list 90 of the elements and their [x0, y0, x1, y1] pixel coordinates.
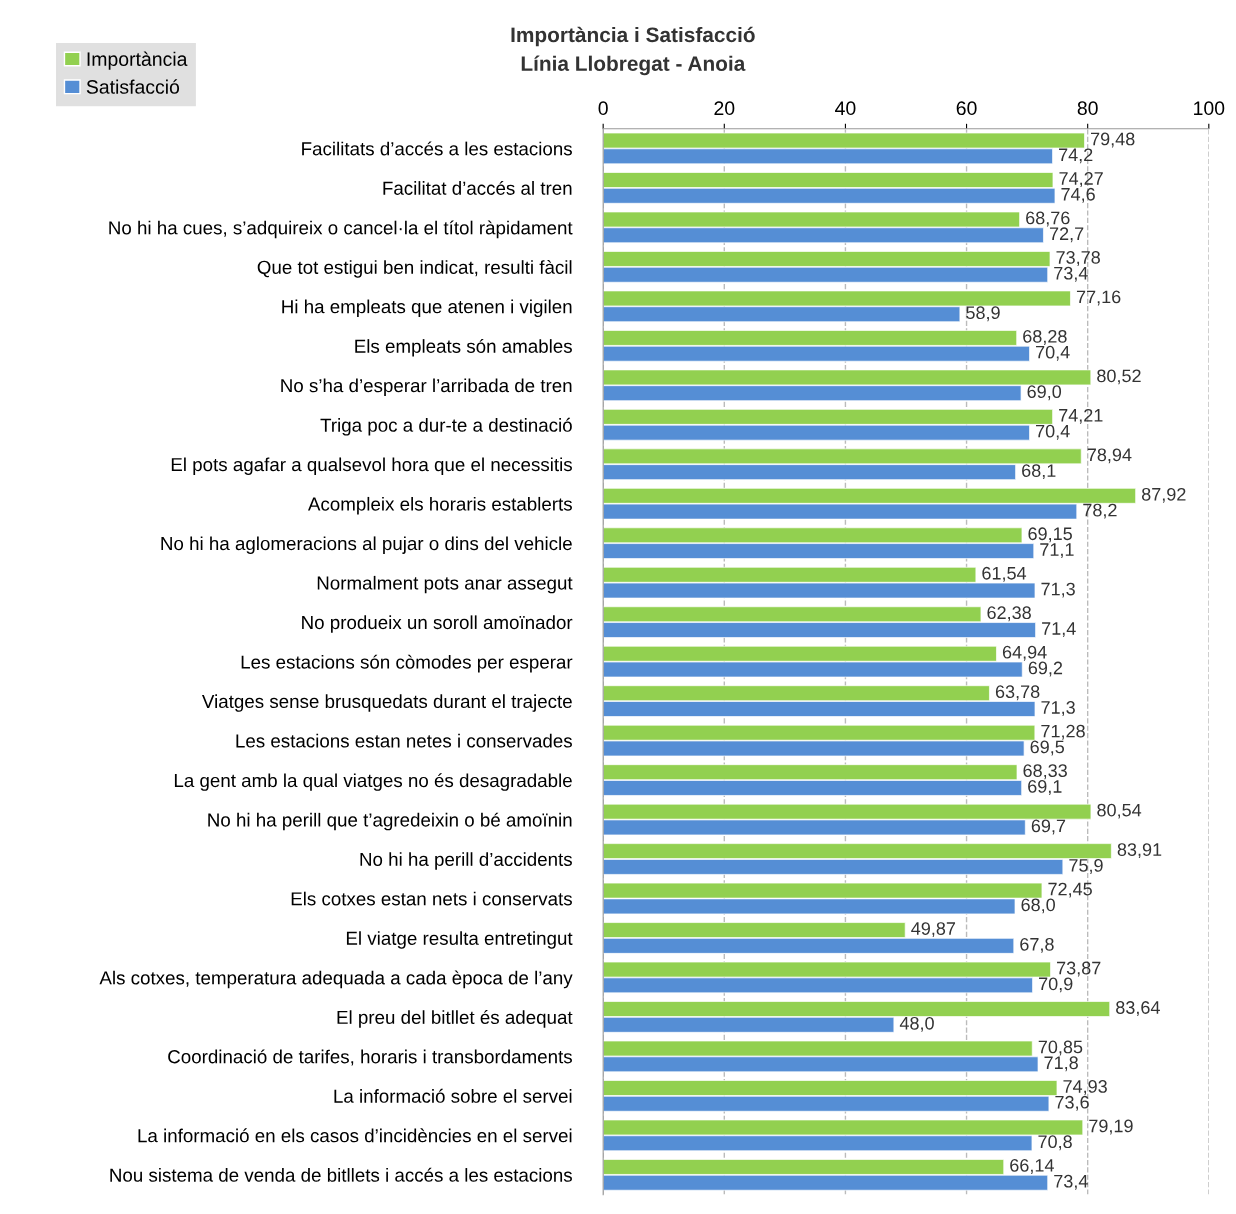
y-tick-label: Les estacions són còmodes per esperar: [241, 654, 573, 673]
data-label: 75,9: [1069, 858, 1103, 874]
data-label: 63,78: [995, 685, 1040, 701]
data-label: 68,0: [1021, 898, 1055, 914]
data-label: 69,5: [1030, 740, 1065, 756]
data-label: 73,87: [1057, 961, 1101, 977]
y-tick-label: Triga poc a dur-te a destinació: [320, 417, 572, 436]
data-label: 62,38: [987, 606, 1031, 622]
data-label: 70,9: [1039, 977, 1073, 993]
data-label: 61,54: [982, 566, 1027, 582]
data-label: 69,2: [1028, 661, 1063, 677]
y-tick-label: Normalment pots anar assegut: [317, 575, 573, 594]
y-tick-label: El pots agafar a qualsevol hora que el necessitis: [171, 457, 572, 475]
data-label: 68,33: [1023, 764, 1067, 780]
data-label: 83,91: [1117, 843, 1162, 859]
data-label: 80,52: [1097, 369, 1141, 385]
data-label: 71,4: [1042, 622, 1076, 638]
y-tick-label: Les estacions estan netes i conservades: [236, 733, 572, 748]
data-label: 73,4: [1054, 1174, 1088, 1190]
y-tick-label: No hi ha cues, s’adquireix o cancel·la el títol ràpidament: [109, 220, 573, 239]
data-label: 64,94: [1002, 645, 1047, 661]
data-label: 67,8: [1020, 937, 1054, 953]
y-tick-label: No hi ha aglomeracions al pujar o dins del vehicle: [161, 536, 572, 554]
y-tick-label: No s’ha d’esperar l’arribada de tren: [281, 378, 572, 396]
data-label: 70,4: [1036, 345, 1070, 361]
data-label: 71,28: [1041, 724, 1085, 740]
data-label: 71,1: [1040, 543, 1074, 559]
y-tick-label: La gent amb la qual viatges no és desagradable: [174, 773, 572, 791]
data-label: 68,28: [1023, 329, 1067, 345]
data-label: 49,87: [911, 922, 956, 938]
data-label: 71,3: [1041, 701, 1075, 716]
data-label: 77,16: [1076, 290, 1121, 306]
data-label: 87,92: [1141, 487, 1186, 503]
data-label: 66,14: [1010, 1159, 1054, 1174]
data-label: 72,7: [1049, 227, 1084, 243]
data-label: 80,54: [1097, 803, 1142, 819]
data-label: 68,1: [1022, 464, 1056, 480]
legend-label: Importància: [87, 51, 188, 70]
y-tick-label: La informació sobre el servei: [334, 1088, 572, 1103]
data-label: 70,4: [1036, 424, 1070, 440]
y-tick-label: Acompleix els horaris establerts: [307, 496, 572, 515]
y-tick-label: Hi ha empleats que atenen i vigilen: [282, 299, 572, 318]
data-label: 74,2: [1059, 148, 1093, 164]
y-tick-label: Els empleats són amables: [355, 338, 572, 357]
data-label: 74,6: [1061, 187, 1095, 203]
y-tick-label: Viatges sense brusquedats durant el trajecte: [201, 694, 572, 712]
data-label: 78,94: [1087, 448, 1132, 464]
data-label: 48,0: [899, 1016, 934, 1032]
y-tick-label: El preu del bitllet és adequat: [337, 1010, 573, 1028]
y-tick-label: No hi ha perill d’accidents: [360, 852, 572, 870]
y-tick-label: Nou sistema de venda de bitllets i accés a les estacions: [110, 1167, 572, 1182]
data-label: 73,78: [1056, 251, 1100, 266]
data-label: 70,8: [1038, 1135, 1072, 1151]
data-label: 70,85: [1038, 1040, 1083, 1056]
y-tick-label: Coordinació de tarifes, horaris i transbordaments: [168, 1049, 572, 1066]
data-label: 58,9: [966, 306, 1000, 322]
data-label: 74,93: [1063, 1080, 1107, 1095]
data-label: 73,4: [1054, 266, 1088, 282]
data-label: 71,3: [1041, 582, 1075, 598]
data-label: 72,45: [1048, 882, 1092, 898]
data-label: 74,21: [1059, 408, 1103, 424]
data-label: 79,48: [1091, 132, 1135, 148]
data-label: 69,7: [1031, 819, 1066, 835]
y-tick-label: No hi ha perill que t’agredeixin o bé amoïnin: [208, 812, 572, 831]
y-tick-label: Els cotxes estan nets i conservats: [291, 891, 572, 906]
x-tick-label: 60: [956, 101, 977, 116]
x-tick-label: 0: [598, 101, 608, 116]
chart-title: Importància i Satisfacció Línia Llobregat - Anoia: [511, 26, 755, 76]
data-label: 69,15: [1028, 527, 1072, 543]
data-label: 83,64: [1116, 1001, 1160, 1017]
y-tick-label: Facilitat d’accés al tren: [383, 180, 572, 195]
data-label: 69,0: [1027, 385, 1062, 401]
data-label: 73,6: [1055, 1095, 1089, 1111]
data-label: 74,27: [1059, 172, 1103, 187]
y-tick-label: El viatge resulta entretingut: [346, 931, 573, 949]
y-tick-label: Facilitats d’accés a les estacions: [302, 141, 572, 156]
data-label: 69,1: [1028, 780, 1062, 795]
y-tick-label: La informació en els casos d’incidències en el servei: [138, 1128, 572, 1143]
y-tick-label: No produeix un soroll amoïnador: [302, 615, 573, 633]
x-tick-label: 100: [1194, 101, 1225, 116]
x-tick-label: 20: [714, 101, 735, 116]
x-tick-label: 40: [835, 101, 856, 116]
y-tick-label: Als cotxes, temperatura adequada a cada època de l’any: [99, 970, 573, 989]
data-label: 79,19: [1089, 1119, 1133, 1135]
legend-label: Satisfacció: [86, 79, 180, 94]
data-label: 68,76: [1026, 211, 1070, 227]
x-tick-label: 80: [1077, 101, 1098, 116]
data-label: 78,2: [1083, 503, 1117, 519]
data-label: 71,8: [1044, 1056, 1078, 1072]
y-tick-label: Que tot estigui ben indicat, resulti fàcil: [257, 259, 572, 278]
